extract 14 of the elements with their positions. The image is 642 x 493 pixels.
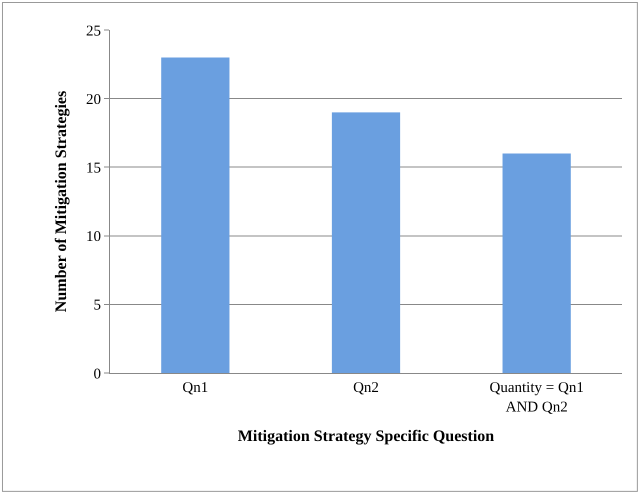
x-axis-title: Mitigation Strategy Specific Question	[238, 428, 494, 446]
y-tick-label: 0	[94, 366, 101, 382]
y-axis-title: Number of Mitigation Strategies	[52, 90, 70, 312]
y-tick-label: 15	[86, 160, 101, 176]
x-tick-label: Quantity = Qn1 AND Qn2	[490, 380, 584, 416]
y-tick-label: 10	[86, 229, 101, 246]
bar	[502, 153, 571, 373]
y-tick-label: 25	[86, 23, 101, 40]
y-tick-label: 5	[94, 298, 101, 314]
x-tick-label: Qn2	[353, 380, 379, 396]
y-tick-label: 20	[86, 92, 101, 108]
x-tick-label: Qn1	[182, 380, 208, 396]
bar	[161, 57, 230, 373]
bar	[332, 112, 400, 373]
